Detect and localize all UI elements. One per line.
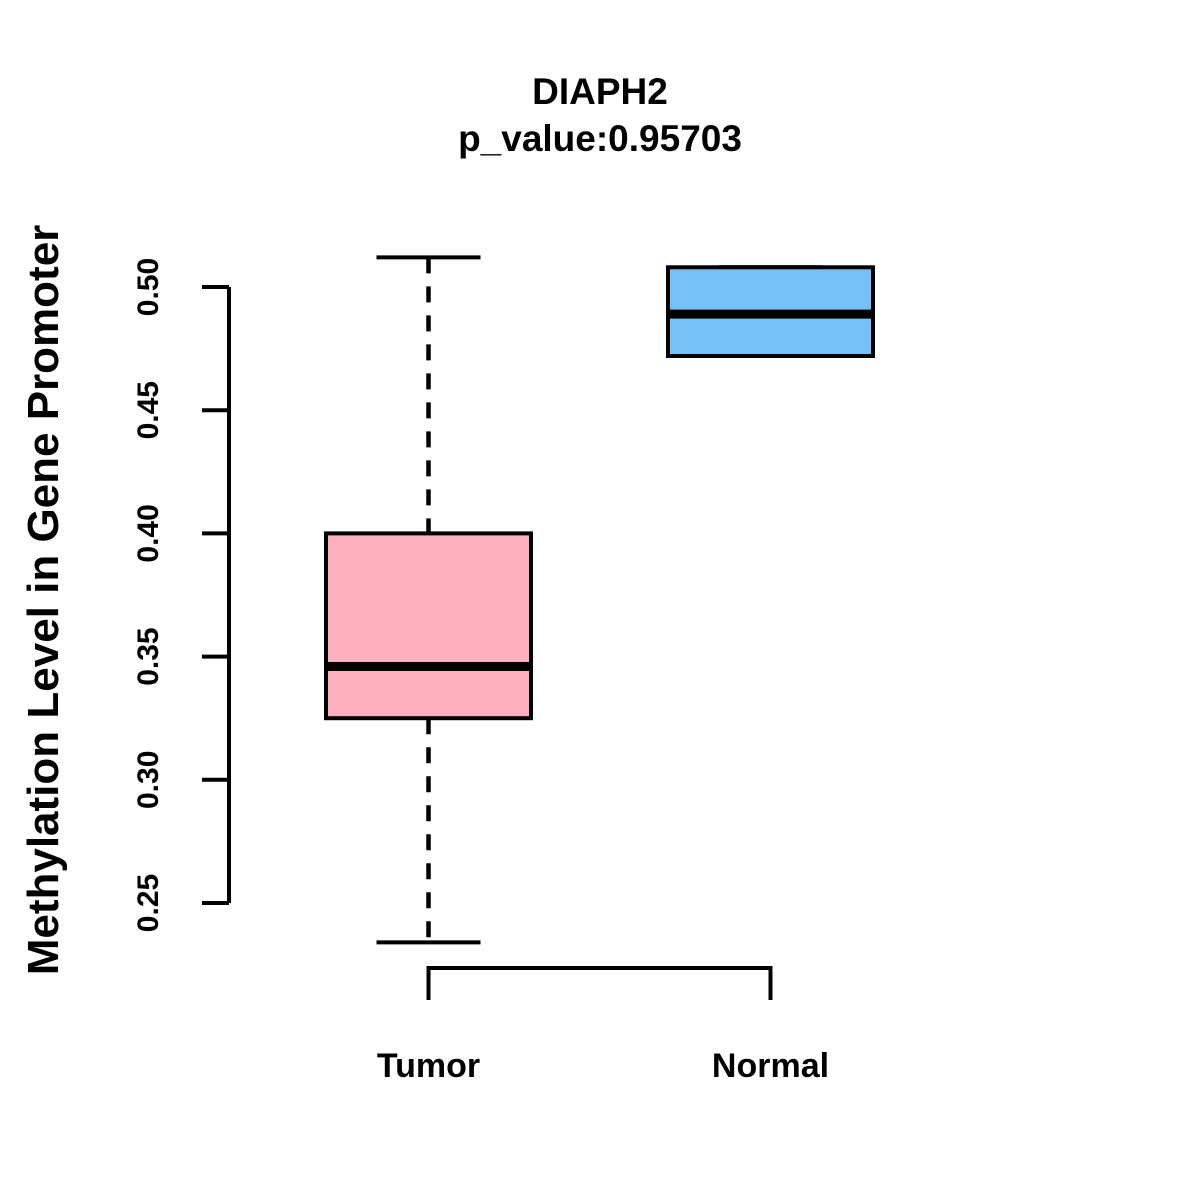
category-labels: Tumor Normal [377,1047,829,1085]
y-axis: 0.25 0.30 0.35 0.40 0.45 0.50 [132,258,231,932]
plot-area [324,255,875,945]
chart-subtitle: p_value:0.95703 [458,118,742,159]
x-axis-line [426,966,773,1000]
y-tick-label: 0.35 [132,627,165,685]
y-tick-label: 0.25 [132,874,165,932]
y-tick-label: 0.40 [132,504,165,562]
y-tick-label: 0.30 [132,751,165,809]
chart-title: DIAPH2 [532,71,668,112]
x-axis [426,966,773,1000]
y-tick-label: 0.50 [132,258,165,316]
y-tick-label: 0.45 [132,381,165,439]
y-axis-label: Methylation Level in Gene Promoter [19,225,68,976]
tumor-box [324,531,533,721]
category-label-normal: Normal [712,1047,829,1085]
category-label-tumor: Tumor [377,1047,480,1085]
